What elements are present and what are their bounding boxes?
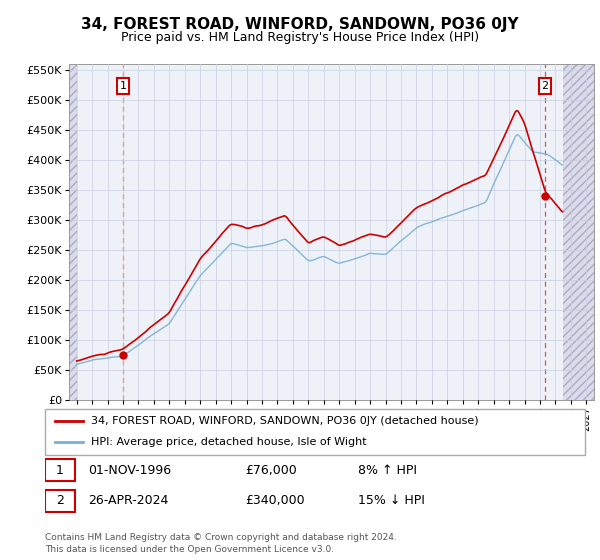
Text: 8% ↑ HPI: 8% ↑ HPI: [358, 464, 417, 477]
Bar: [563, 64, 594, 400]
Text: 1: 1: [56, 464, 64, 477]
Text: 2: 2: [541, 81, 548, 91]
Text: £340,000: £340,000: [245, 494, 304, 507]
Text: Contains HM Land Registry data © Crown copyright and database right 2024.
This d: Contains HM Land Registry data © Crown c…: [45, 533, 397, 554]
Text: 34, FOREST ROAD, WINFORD, SANDOWN, PO36 0JY (detached house): 34, FOREST ROAD, WINFORD, SANDOWN, PO36 …: [91, 416, 479, 426]
Text: Price paid vs. HM Land Registry's House Price Index (HPI): Price paid vs. HM Land Registry's House …: [121, 31, 479, 44]
Text: 1: 1: [119, 81, 127, 91]
Bar: [69, 64, 77, 400]
Text: 01-NOV-1996: 01-NOV-1996: [88, 464, 172, 477]
Bar: [45, 459, 75, 482]
Text: 34, FOREST ROAD, WINFORD, SANDOWN, PO36 0JY: 34, FOREST ROAD, WINFORD, SANDOWN, PO36 …: [81, 17, 519, 31]
Text: 15% ↓ HPI: 15% ↓ HPI: [358, 494, 425, 507]
Text: 26-APR-2024: 26-APR-2024: [88, 494, 169, 507]
Text: HPI: Average price, detached house, Isle of Wight: HPI: Average price, detached house, Isle…: [91, 437, 367, 447]
Text: £76,000: £76,000: [245, 464, 296, 477]
Text: 2: 2: [56, 494, 64, 507]
Bar: [45, 489, 75, 512]
